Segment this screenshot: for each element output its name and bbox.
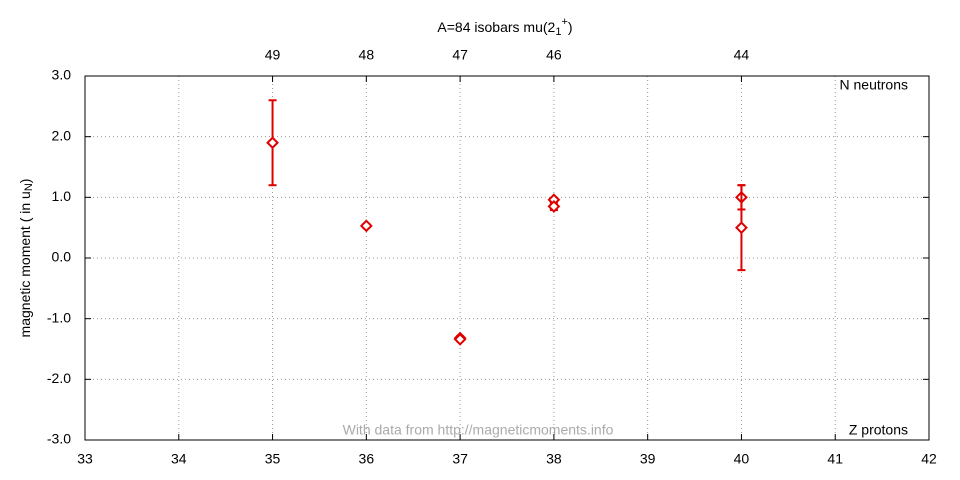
y-label-end: ) <box>17 179 33 184</box>
x-tick-label: 39 <box>640 451 656 467</box>
y-label-main: magnetic moment ( in u <box>17 191 33 337</box>
x2-tick-label: 49 <box>265 47 281 63</box>
annotation: N neutrons <box>840 77 908 93</box>
x2-tick-label: 48 <box>359 47 375 63</box>
chart-title: A=84 isobars mu(21+) <box>437 16 572 38</box>
y-tick-label: 0.0 <box>52 249 72 265</box>
y-axis-label: magnetic moment ( in uN) <box>17 179 35 338</box>
x-tick-label: 34 <box>171 451 187 467</box>
annotation: Z protons <box>849 422 908 438</box>
x-tick-label: 37 <box>452 451 468 467</box>
title-main: A=84 isobars mu(2 <box>437 19 555 35</box>
point <box>453 332 467 346</box>
y-tick-label: 3.0 <box>52 67 72 83</box>
x-tick-label: 42 <box>921 451 937 467</box>
x2-tick-label: 47 <box>452 47 468 63</box>
y-label-sub: N <box>23 183 35 191</box>
y-tick-label: 2.0 <box>52 127 72 143</box>
x-tick-label: 33 <box>77 451 93 467</box>
y-tick-label: 1.0 <box>52 188 72 204</box>
point <box>266 136 279 150</box>
title-sup: + <box>561 16 567 28</box>
x-tick-label: 35 <box>265 451 281 467</box>
point <box>359 219 373 233</box>
x-tick-label: 41 <box>827 451 843 467</box>
x-tick-label: 36 <box>359 451 375 467</box>
y-tick-label: -2.0 <box>47 370 71 386</box>
y-tick-label: -1.0 <box>47 309 71 325</box>
title-sub: 1 <box>555 26 561 38</box>
title-end: ) <box>568 19 573 35</box>
y-tick-label: -3.0 <box>47 431 71 447</box>
x-tick-label: 38 <box>546 451 562 467</box>
plot-frame <box>84 75 930 441</box>
x-tick-label: 40 <box>734 451 750 467</box>
x2-tick-label: 44 <box>734 47 750 63</box>
watermark: With data from http://magneticmoments.in… <box>343 422 614 438</box>
point <box>547 200 561 213</box>
point <box>735 221 748 235</box>
x2-tick-label: 46 <box>546 47 562 63</box>
